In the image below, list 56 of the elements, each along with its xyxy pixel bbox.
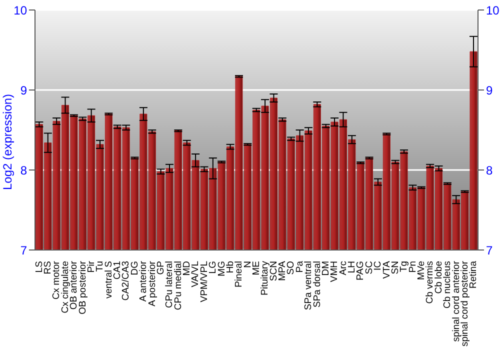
x-tick-label: A posterior (146, 261, 158, 306)
x-tick-label: Pa (294, 260, 306, 273)
x-tick-label: DG (129, 261, 140, 276)
x-tick-label: Hb (224, 261, 236, 274)
x-tick-label: Pituitary (260, 260, 271, 296)
x-tick-label: A anterior (138, 261, 150, 302)
x-tick-label: OB anterior (68, 261, 80, 310)
x-tick-label: Pn (407, 261, 418, 273)
y-tick-label: 8 (20, 163, 28, 178)
x-tick-label: IC (372, 260, 384, 270)
x-tick-label: Pineal (234, 261, 245, 288)
x-tick-label: ME (251, 261, 262, 276)
x-tick-label: LS (34, 261, 45, 273)
x-tick-label: Cx cingulate (60, 261, 71, 314)
x-tick-label: GP (155, 261, 166, 275)
x-tick-label: CA2/CA3 (120, 261, 132, 301)
x-tick-label: VA/VL (190, 261, 202, 288)
x-tick-label: CPu medial (172, 261, 184, 310)
x-tick-label: VMH (329, 260, 340, 282)
x-tick-label: Tu (94, 261, 106, 272)
x-tick-label: MG (216, 261, 228, 276)
x-tick-label: LG (208, 261, 219, 274)
y-tick-label: 7 (20, 243, 28, 258)
y2-tick-label: 8 (486, 163, 493, 178)
x-tick-label: MVe (416, 261, 428, 280)
x-tick-label: Arc (338, 260, 349, 276)
y-tick-label: 9 (20, 83, 28, 98)
x-tick-label: SCN (268, 260, 280, 282)
x-tick-label: ventral S (103, 261, 114, 298)
x-tick-label: SPa dorsal (312, 261, 323, 308)
x-tick-label: SC (364, 260, 375, 274)
x-tick-label: SN (390, 260, 401, 274)
y2-tick-label: 7 (486, 243, 493, 258)
x-tick-label: SO (286, 261, 297, 275)
x-tick-label: Cb lobe (433, 261, 444, 294)
x-tick-label: DM (320, 260, 332, 276)
x-tick-label: Pir (86, 261, 97, 273)
x-tick-label: CPu lateral (164, 261, 176, 308)
x-tick-label: OB posterior (77, 261, 88, 314)
x-tick-label: spinal cord anterior (450, 261, 462, 342)
x-tick-label: Retina (468, 260, 480, 288)
x-tick-label: spinal cord posterior (459, 261, 470, 347)
x-tick-label: Cb vermis (424, 260, 436, 304)
y2-tick-label: 10 (486, 3, 500, 18)
x-tick-label: RS (42, 261, 54, 274)
x-tick-label: Cb nucleus (442, 260, 454, 309)
y-axis-title: Log2 (expression) (0, 94, 14, 190)
x-tick-label: N (242, 260, 254, 268)
x-tick-label: Cx motor (51, 261, 62, 300)
x-tick-label: SPa ventral (303, 261, 314, 310)
y2-tick-label: 9 (486, 83, 493, 98)
x-tick-label: VPM/VPL (198, 261, 210, 302)
x-tick-label: PAG (355, 261, 366, 280)
x-tick-label: VTA (381, 260, 392, 279)
y-tick-label: 10 (14, 3, 28, 18)
x-tick-label: Tg (398, 261, 410, 272)
